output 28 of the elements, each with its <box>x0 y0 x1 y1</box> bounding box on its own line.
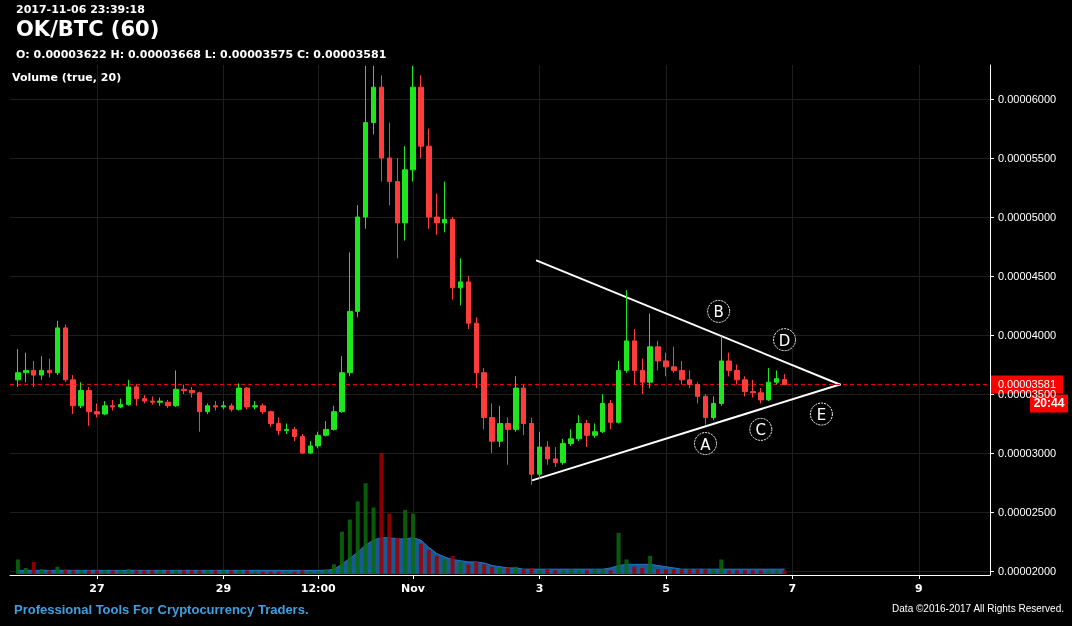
annotation: B <box>713 303 724 322</box>
chart-title: OK/BTC (60) <box>16 17 160 41</box>
x-tick-label: Nov <box>401 582 426 595</box>
y-tick-label: 0.00005500 <box>998 151 1057 164</box>
text: Data ©2016-2017 All Rights Reserved. <box>892 603 1064 614</box>
text: O: 0.00003622 H: 0.00003668 L: 0.00003575 C: 0.00003581 <box>16 48 387 61</box>
x-tick-label: 12:00 <box>300 582 337 595</box>
y-tick-label: 0.00002500 <box>998 505 1057 518</box>
chart-title: Volume (true, 20) <box>12 71 122 84</box>
annotation: E <box>816 406 827 425</box>
x-tick-label: 7 <box>788 582 797 595</box>
y-tick-label: 0.00002000 <box>998 564 1057 577</box>
y-tick-label: 0.00003000 <box>998 446 1057 459</box>
y-tick-label: 0.00004000 <box>998 328 1057 341</box>
x-tick-label: 27 <box>89 582 105 595</box>
y-tick-label: 0.00004500 <box>998 269 1057 282</box>
ref-line-label: 0.00003581 <box>997 378 1057 391</box>
x-tick-label: 3 <box>535 582 544 595</box>
annotation: A <box>700 435 712 454</box>
text: 2017-11-06 23:39:18 <box>16 3 145 16</box>
y-tick-label: 0.00005000 <box>998 210 1057 223</box>
x-tick-label: 9 <box>915 582 923 595</box>
x-tick-label: 5 <box>662 582 670 595</box>
annotation: D <box>778 331 791 350</box>
x-tick-label: 29 <box>215 582 232 595</box>
annotation: C <box>755 421 767 440</box>
text: Professional Tools For Cryptocurrency Traders. <box>14 602 309 617</box>
y-tick-label: 0.00006000 <box>998 92 1057 105</box>
